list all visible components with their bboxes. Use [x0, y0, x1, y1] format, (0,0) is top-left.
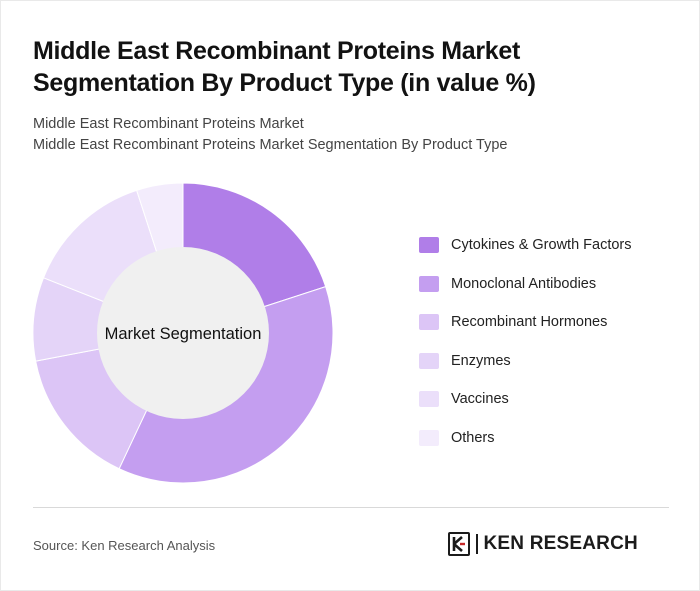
- chart-legend: Cytokines & Growth Factors Monoclonal Ant…: [419, 226, 689, 457]
- logo-divider: [476, 534, 478, 554]
- legend-swatch: [419, 429, 439, 446]
- logo-text: KEN RESEARCH: [483, 533, 638, 554]
- legend-item[interactable]: Cytokines & Growth Factors: [419, 226, 689, 265]
- legend-label: Recombinant Hormones: [451, 314, 608, 331]
- legend-label: Others: [451, 429, 495, 446]
- legend-swatch: [419, 237, 439, 254]
- legend-item[interactable]: Vaccines: [419, 380, 689, 419]
- subtitle-line-2: Middle East Recombinant Proteins Market …: [33, 137, 508, 153]
- legend-swatch: [419, 352, 439, 369]
- ken-research-logo: KEN RESEARCH: [448, 531, 638, 557]
- ken-research-logo-mark: [448, 532, 470, 556]
- source-note: Source: Ken Research Analysis: [33, 538, 216, 553]
- legend-swatch: [419, 314, 439, 331]
- legend-label: Cytokines & Growth Factors: [451, 237, 632, 254]
- legend-item[interactable]: Enzymes: [419, 342, 689, 381]
- legend-swatch: [419, 391, 439, 408]
- donut-center: [97, 247, 269, 419]
- legend-label: Enzymes: [451, 352, 511, 369]
- legend-label: Vaccines: [451, 391, 509, 408]
- subtitle-line-1: Middle East Recombinant Proteins Market: [33, 116, 304, 132]
- legend-item[interactable]: Monoclonal Antibodies: [419, 265, 689, 304]
- legend-item[interactable]: Recombinant Hormones: [419, 303, 689, 342]
- legend-swatch: [419, 275, 439, 292]
- chart-subtitle: Middle East Recombinant Proteins Market …: [33, 114, 673, 156]
- footer-divider: [33, 507, 669, 508]
- chart-title: Middle East Recombinant Proteins Market …: [33, 37, 536, 97]
- legend-item[interactable]: Others: [419, 419, 689, 458]
- donut-chart: Market Segmentation: [32, 182, 334, 484]
- legend-label: Monoclonal Antibodies: [451, 275, 597, 292]
- donut-center-label: Market Segmentation: [105, 325, 262, 343]
